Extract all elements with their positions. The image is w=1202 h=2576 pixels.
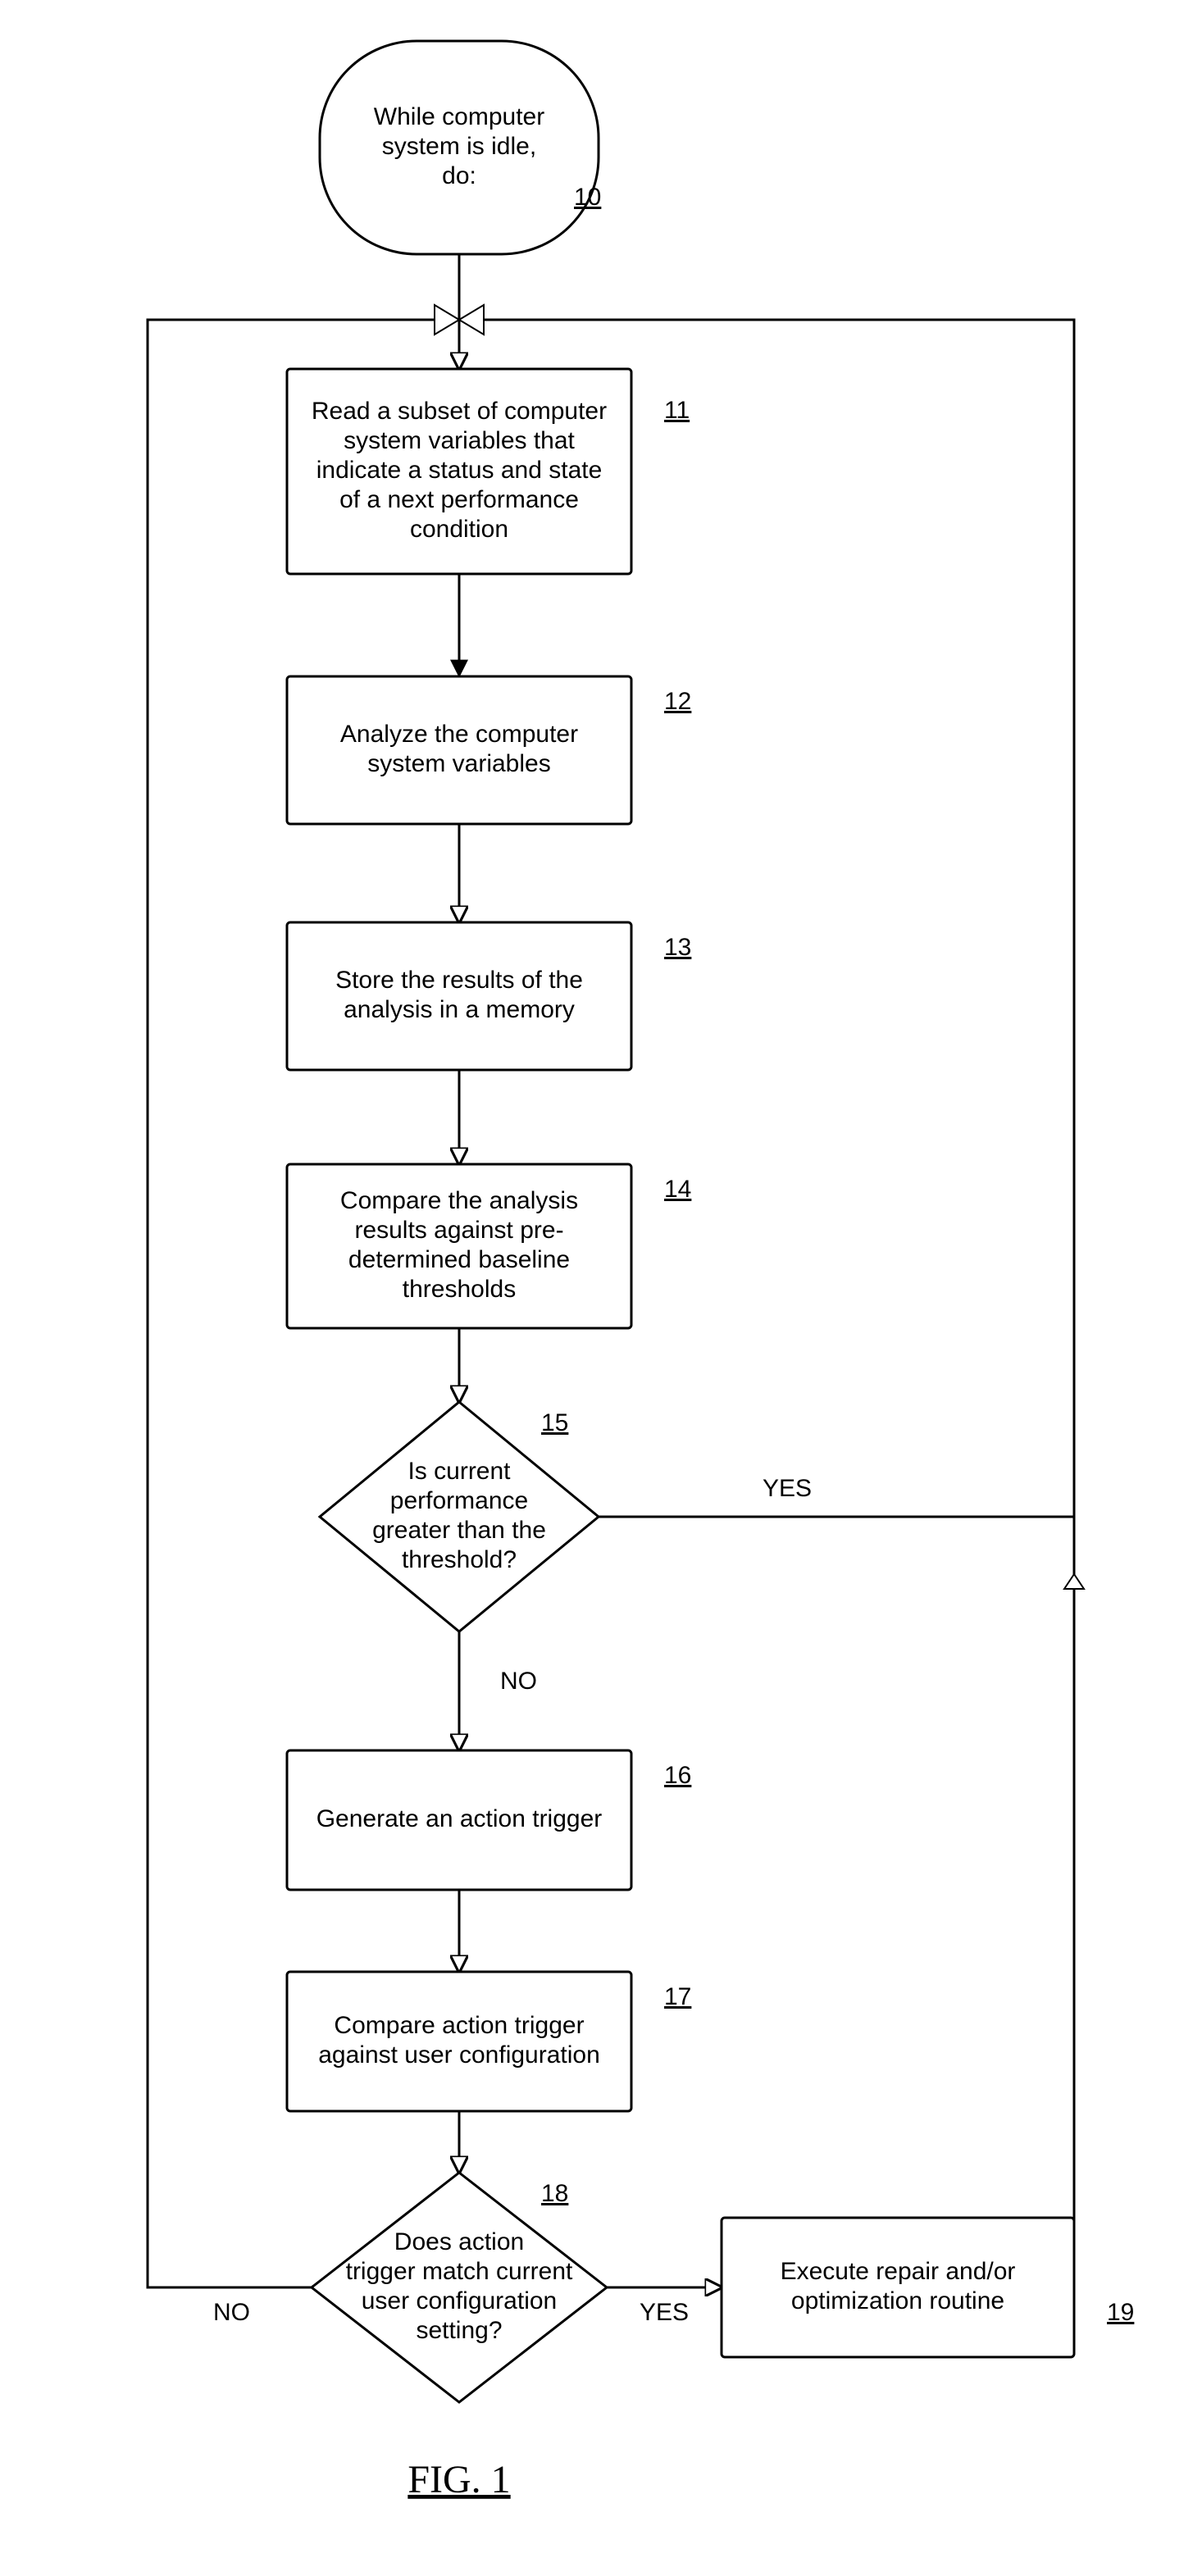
node-n12: Analyze the computersystem variables 12 (287, 676, 691, 824)
node-n13: Store the results of theanalysis in a me… (287, 922, 691, 1070)
node-text-line: results against pre- (354, 1217, 563, 1244)
node-text-line: Analyze the computer (340, 721, 578, 748)
node-n15: Is currentperformance greater than thethr… (320, 1402, 599, 1632)
arrowhead-icon (1064, 1574, 1084, 1589)
ref-number: 14 (664, 1176, 691, 1203)
node-n19: Execute repair and/oroptimization routin… (722, 2218, 1134, 2357)
node-n18: Does action trigger match currentuser con… (312, 2173, 607, 2402)
node-text-line: Does action (394, 2228, 524, 2255)
node-n11: Read a subset of computersystem variable… (287, 369, 690, 574)
ref-number: 18 (541, 2180, 568, 2207)
node-text-line: against user configuration (318, 2041, 600, 2069)
node-text-line: condition (410, 516, 508, 543)
node-text-line: do: (442, 162, 476, 189)
node-n17: Compare action triggeragainst user confi… (287, 1972, 691, 2111)
node-text-line: system variables (367, 750, 550, 777)
node-text-line: analysis in a memory (344, 996, 575, 1023)
node-text-line: Compare action trigger (334, 2012, 584, 2039)
node-text-line: performance (390, 1487, 528, 1514)
node-text-line: indicate a status and state (316, 457, 603, 484)
node-text-line: greater than the (372, 1517, 546, 1544)
ref-number: 16 (664, 1762, 691, 1789)
ref-number: 10 (574, 184, 601, 211)
ref-number: 12 (664, 688, 691, 715)
figure-caption: FIG. 1 (407, 2458, 510, 2501)
ref-number: 19 (1107, 2299, 1134, 2326)
node-n14: Compare the analysis results against pre-… (287, 1164, 691, 1328)
node-text-line: system is idle, (382, 133, 536, 160)
node-n10: While computer system is idle,do: 10 (320, 41, 601, 254)
ref-number: 17 (664, 1983, 691, 2010)
node-text-line: thresholds (403, 1276, 516, 1303)
node-text-line: of a next performance (339, 486, 579, 513)
edge-label: YES (763, 1475, 812, 1502)
node-text-line: setting? (416, 2317, 502, 2344)
node-text-line: determined baseline (348, 1246, 570, 1273)
node-text-line: system variables that (344, 427, 575, 454)
node-text-line: Read a subset of computer (312, 398, 607, 425)
edge-label: NO (500, 1668, 537, 1695)
node-n16: Generate an action trigger 16 (287, 1750, 691, 1890)
node-text-line: While computer (374, 103, 544, 130)
node-text-line: user configuration (362, 2287, 557, 2314)
node-text-line: optimization routine (791, 2287, 1004, 2314)
edge-label: NO (213, 2299, 250, 2326)
flowchart-canvas: NOYESYESNOWhile computersystem is idle,d… (0, 0, 1202, 2576)
ref-number: 13 (664, 934, 691, 961)
node-text-line: Generate an action trigger (316, 1805, 603, 1832)
node-text-line: trigger match current (346, 2258, 573, 2285)
node-text-line: Compare the analysis (340, 1187, 578, 1214)
ref-number: 11 (664, 397, 690, 424)
edge-label: YES (640, 2299, 689, 2326)
node-text-line: Store the results of the (335, 967, 583, 994)
ref-number: 15 (541, 1409, 568, 1436)
node-text-line: Execute repair and/or (781, 2258, 1016, 2285)
node-text-line: Is current (407, 1458, 511, 1485)
node-text-line: threshold? (402, 1546, 517, 1573)
